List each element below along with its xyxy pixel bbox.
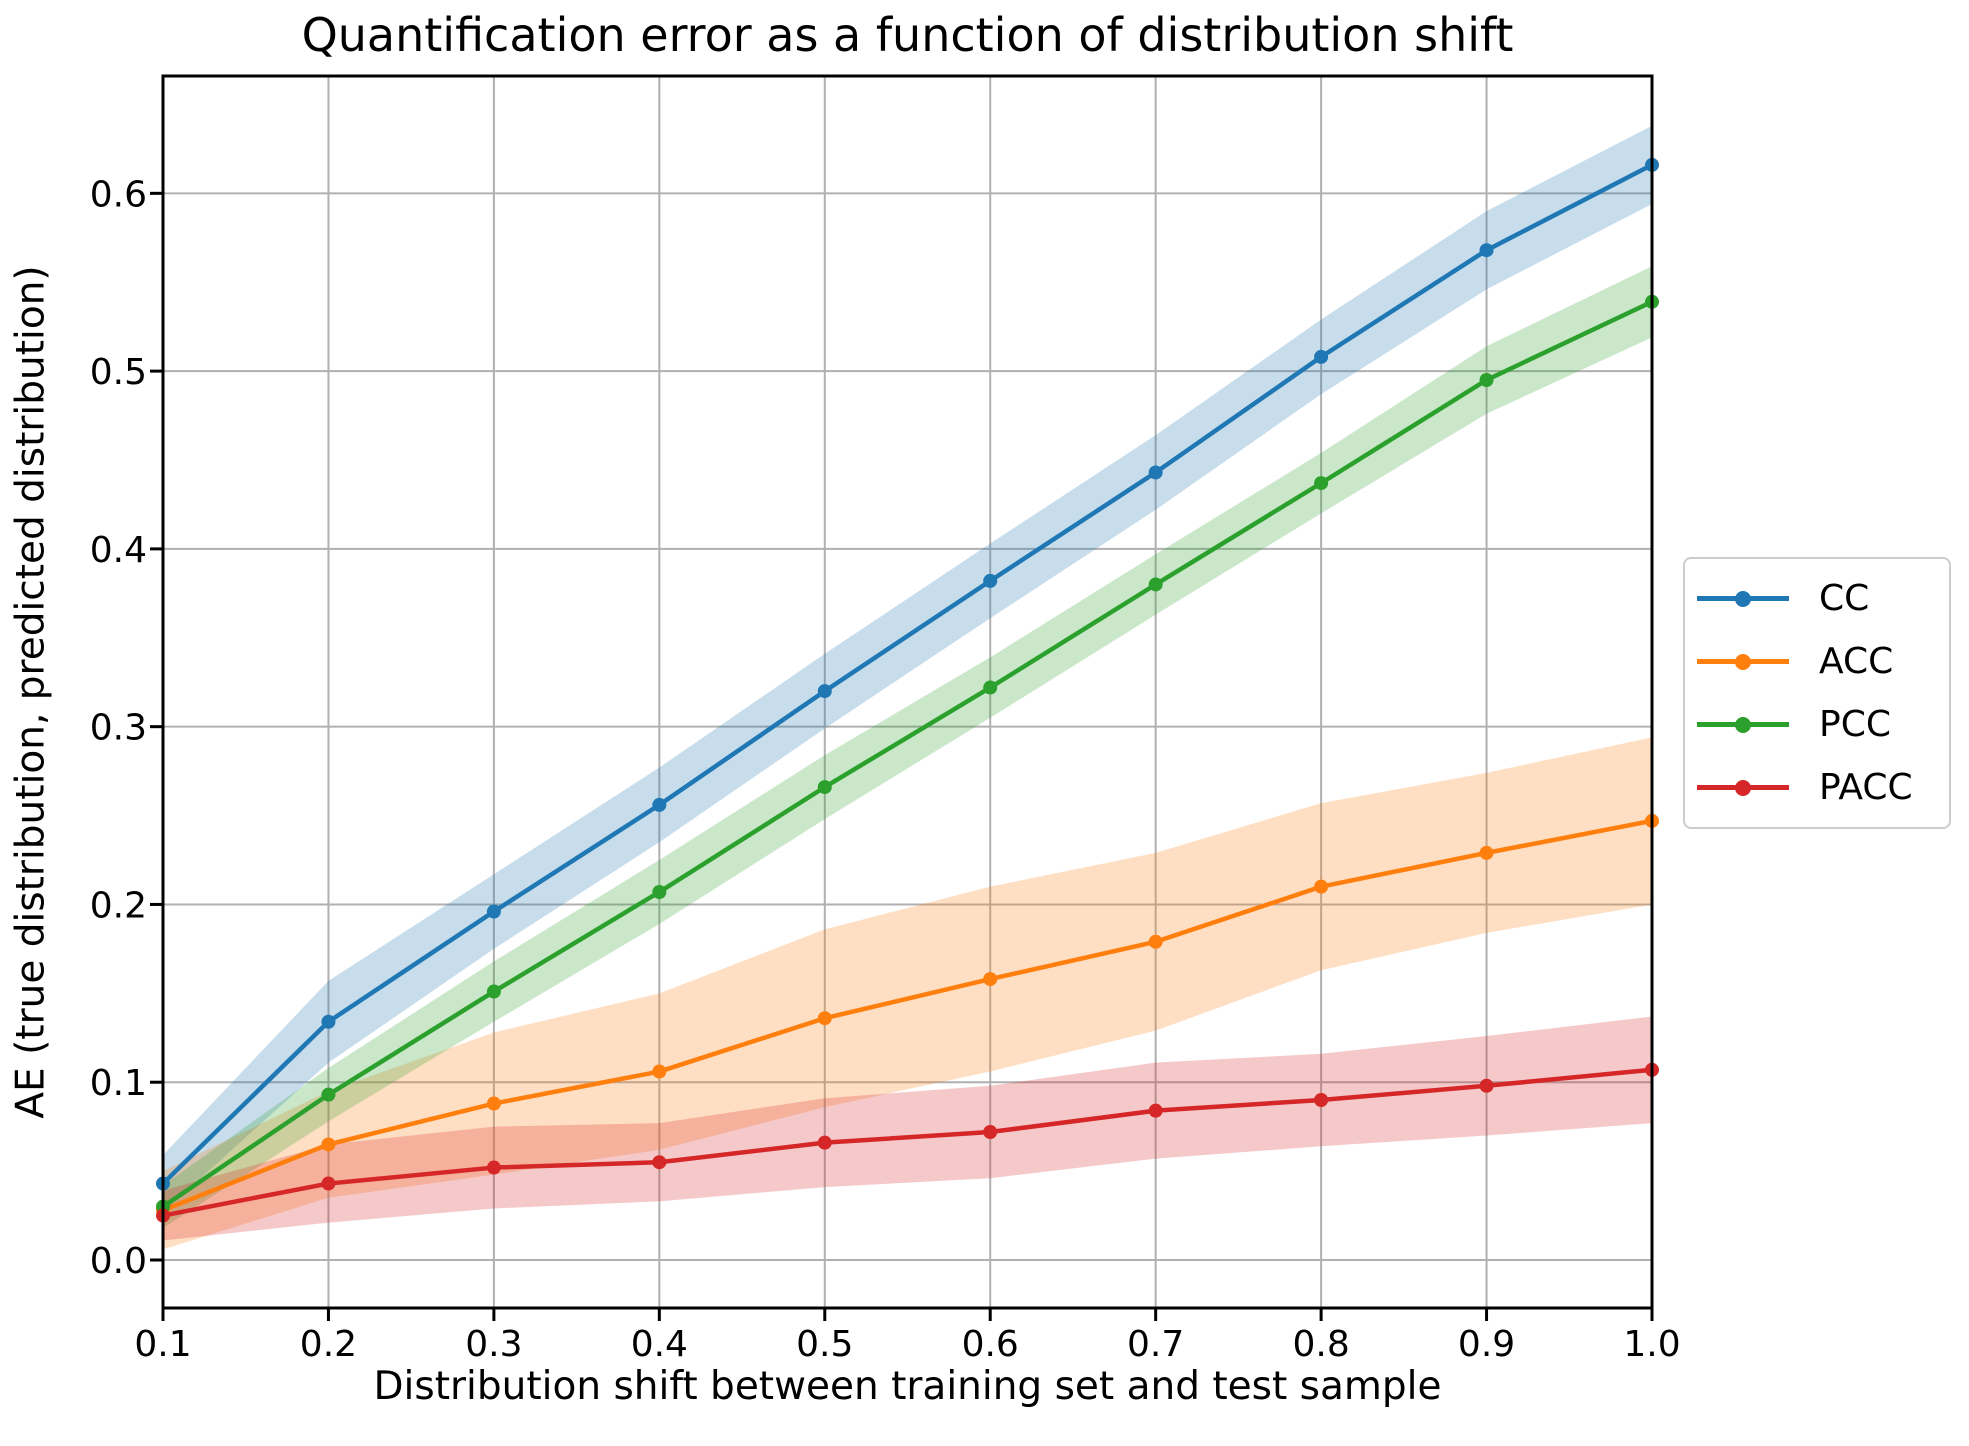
marker-pacc — [1479, 1078, 1494, 1093]
legend-label: PCC — [1819, 703, 1891, 745]
marker-acc — [1479, 845, 1494, 860]
y-tick-label: 0.2 — [90, 885, 147, 926]
line-cc — [161, 162, 1654, 1186]
band-pacc — [163, 1016, 1652, 1241]
line-pcc — [161, 299, 1653, 1209]
y-tick-label: 0.3 — [90, 708, 147, 749]
marker-cc — [486, 904, 501, 919]
marker-pacc — [486, 1160, 501, 1175]
marker-acc — [486, 1096, 501, 1111]
legend-marker-dot — [1735, 653, 1751, 670]
legend-line-sample — [1697, 779, 1789, 796]
marker-pacc — [321, 1176, 336, 1191]
x-tick-label: 0.1 — [134, 1324, 191, 1365]
marker-pcc — [983, 680, 998, 695]
marker-acc — [817, 1011, 832, 1026]
marker-pacc — [652, 1155, 667, 1170]
x-tick-label: 0.3 — [465, 1324, 522, 1365]
y-tick-label: 0.1 — [90, 1063, 147, 1104]
y-tick-label: 0.5 — [90, 352, 147, 393]
x-axis-label: Distribution shift between training set … — [373, 1364, 1442, 1409]
legend-line-sample — [1697, 590, 1789, 607]
legend-entry-pacc: PACC — [1697, 766, 1937, 808]
line-pacc — [162, 1067, 1653, 1218]
marker-pacc — [817, 1135, 832, 1150]
marker-pcc — [1148, 577, 1163, 592]
marker-acc — [1148, 934, 1163, 949]
y-tick-label: 0.6 — [90, 174, 147, 215]
legend-marker-dot — [1735, 590, 1751, 607]
marker-cc — [983, 573, 998, 588]
legend-marker-dot — [1735, 716, 1751, 733]
marker-pacc — [1314, 1093, 1329, 1107]
marker-pcc — [1314, 476, 1329, 491]
legend-line-sample — [1697, 653, 1789, 670]
marker-cc — [321, 1014, 336, 1029]
marker-pcc — [486, 984, 501, 999]
y-tick-label: 0.0 — [90, 1241, 147, 1282]
marker-pacc — [1148, 1103, 1163, 1118]
marker-acc — [983, 972, 998, 987]
marker-pcc — [1479, 373, 1494, 387]
x-tick-label: 0.8 — [1292, 1324, 1349, 1365]
marker-cc — [1148, 465, 1163, 480]
x-tick-label: 1.0 — [1623, 1324, 1680, 1365]
legend-entry-cc: CC — [1697, 577, 1937, 619]
marker-acc — [1314, 879, 1329, 894]
legend-label: ACC — [1819, 640, 1894, 682]
band-acc — [163, 737, 1652, 1250]
marker-acc — [321, 1137, 336, 1152]
marker-pcc — [817, 780, 832, 795]
legend-line-sample — [1697, 716, 1789, 733]
x-tick-label: 0.4 — [631, 1324, 688, 1365]
line-acc — [162, 818, 1653, 1213]
x-tick-label: 0.6 — [962, 1324, 1019, 1365]
legend-label: PACC — [1819, 766, 1913, 808]
legend-marker-dot — [1735, 779, 1751, 796]
marker-cc — [1314, 349, 1329, 364]
x-tick-label: 0.7 — [1127, 1324, 1184, 1365]
marker-cc — [817, 684, 832, 699]
marker-pcc — [652, 885, 667, 899]
band-cc — [163, 125, 1652, 1212]
x-tick-label: 0.5 — [796, 1324, 853, 1365]
marker-cc — [652, 797, 667, 812]
legend: CC ACC PCC PACC — [1683, 557, 1951, 829]
x-tick-label: 0.9 — [1458, 1324, 1515, 1365]
marker-pacc — [983, 1125, 998, 1139]
legend-entry-acc: ACC — [1697, 640, 1937, 682]
marker-acc — [652, 1064, 667, 1079]
x-tick-label: 0.2 — [300, 1324, 357, 1365]
y-axis-label: AE (true distribution, predicted distrib… — [8, 265, 54, 1119]
chart-title: Quantification error as a function of di… — [301, 8, 1514, 62]
legend-label: CC — [1819, 577, 1870, 619]
axes-spines — [161, 74, 1654, 1310]
legend-entry-pcc: PCC — [1697, 703, 1937, 745]
marker-pcc — [321, 1087, 336, 1102]
marker-cc — [1479, 243, 1494, 258]
y-tick-label: 0.4 — [90, 530, 147, 571]
